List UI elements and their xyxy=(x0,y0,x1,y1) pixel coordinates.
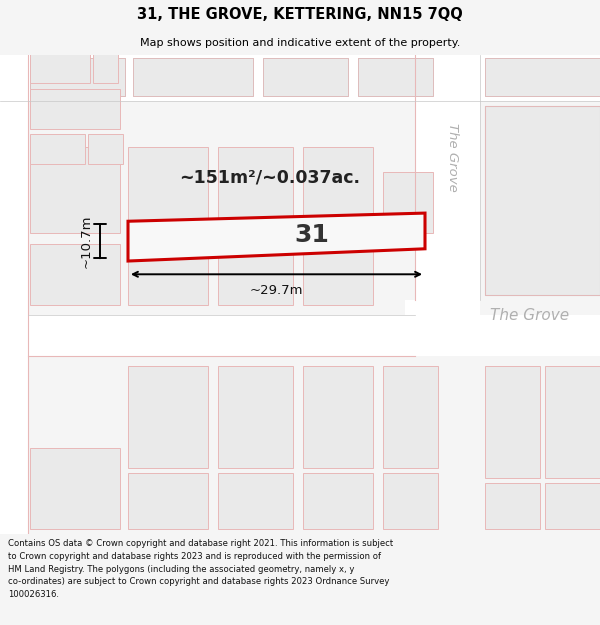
Bar xyxy=(128,244,208,305)
Bar xyxy=(485,366,540,478)
Polygon shape xyxy=(128,213,425,261)
Bar xyxy=(358,58,433,96)
Bar xyxy=(485,58,600,96)
Bar xyxy=(545,483,600,529)
Bar xyxy=(383,473,438,529)
Bar xyxy=(303,366,373,468)
Bar xyxy=(30,58,125,96)
Bar xyxy=(358,58,433,96)
Bar xyxy=(28,315,600,356)
Bar xyxy=(485,58,600,96)
Bar xyxy=(303,473,373,529)
Bar xyxy=(30,134,85,164)
Bar xyxy=(545,366,600,478)
Text: The Grove: The Grove xyxy=(446,122,459,191)
Bar xyxy=(218,244,293,305)
Bar xyxy=(30,52,90,82)
Bar xyxy=(0,55,600,101)
Bar xyxy=(93,52,118,82)
Bar xyxy=(263,58,348,96)
Polygon shape xyxy=(405,300,600,331)
Bar xyxy=(218,366,293,468)
Bar xyxy=(88,134,123,164)
Bar xyxy=(485,106,600,294)
Bar xyxy=(415,55,480,300)
Text: 31, THE GROVE, KETTERING, NN15 7QQ: 31, THE GROVE, KETTERING, NN15 7QQ xyxy=(137,8,463,22)
Bar xyxy=(303,244,373,305)
Bar xyxy=(485,106,600,294)
Text: ~151m²/~0.037ac.: ~151m²/~0.037ac. xyxy=(179,168,361,186)
Bar xyxy=(30,58,125,96)
Text: Map shows position and indicative extent of the property.: Map shows position and indicative extent… xyxy=(140,38,460,48)
Text: ~29.7m: ~29.7m xyxy=(250,284,303,297)
Text: Contains OS data © Crown copyright and database right 2021. This information is : Contains OS data © Crown copyright and d… xyxy=(8,539,393,599)
Bar xyxy=(30,448,120,529)
Bar xyxy=(218,473,293,529)
Bar xyxy=(30,89,120,129)
Bar xyxy=(218,147,293,234)
Bar xyxy=(133,58,253,96)
Bar xyxy=(263,58,348,96)
Bar xyxy=(133,58,253,96)
Text: 31: 31 xyxy=(294,223,329,247)
Bar xyxy=(128,366,208,468)
Bar xyxy=(383,366,438,468)
Bar xyxy=(128,473,208,529)
Bar xyxy=(30,147,120,234)
Bar xyxy=(383,173,433,234)
Bar xyxy=(128,147,208,234)
Bar xyxy=(303,147,373,234)
Text: The Grove: The Grove xyxy=(490,308,569,322)
Text: ~10.7m: ~10.7m xyxy=(79,214,92,268)
Bar xyxy=(485,483,540,529)
Bar xyxy=(30,244,120,305)
Bar xyxy=(0,55,28,534)
